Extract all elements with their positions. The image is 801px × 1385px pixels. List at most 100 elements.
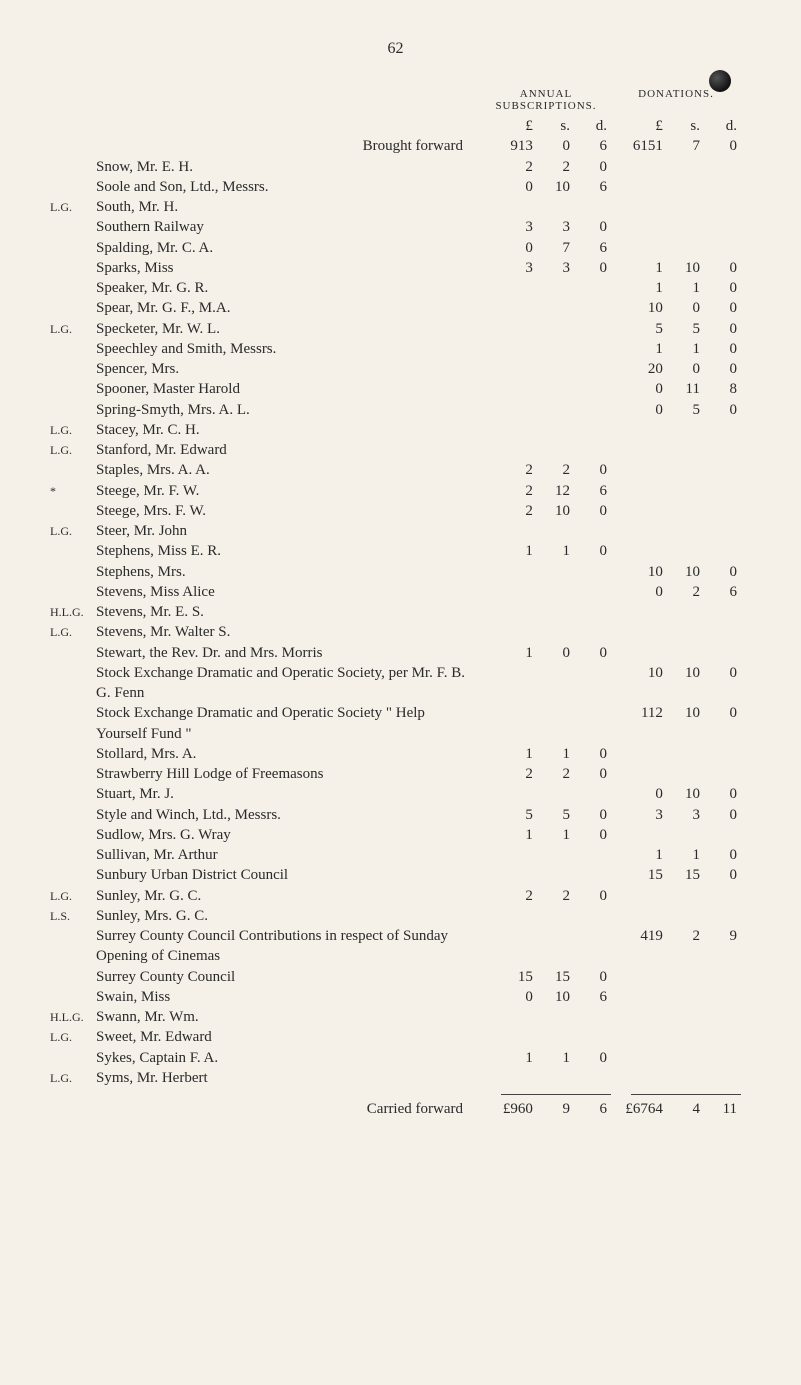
row-dons: 1100 (611, 258, 741, 278)
row-subs: 100 (481, 643, 611, 663)
ledger-row: L.G.Stanford, Mr. Edward (50, 440, 741, 460)
row-subs: 110 (481, 744, 611, 764)
ledger-row: L.G.Sunley, Mr. G. C.220 (50, 886, 741, 906)
row-name: Swann, Mr. Wm. (96, 1007, 481, 1027)
row-name: Sunbury Urban District Council (96, 865, 481, 885)
ledger-row: Southern Railway330 (50, 217, 741, 237)
row-name: Swain, Miss (96, 987, 481, 1007)
ledger-row: Style and Winch, Ltd., Messrs.550330 (50, 805, 741, 825)
ledger-row: Spear, Mr. G. F., M.A.1000 (50, 298, 741, 318)
row-subs: 110 (481, 541, 611, 561)
row-tag: H.L.G. (50, 1009, 96, 1025)
row-name: Sparks, Miss (96, 258, 481, 278)
row-name: Stewart, the Rev. Dr. and Mrs. Morris (96, 643, 481, 663)
row-name: Sunley, Mr. G. C. (96, 886, 481, 906)
subs-header: ANNUAL SUBSCRIPTIONS. (481, 88, 611, 112)
ledger-row: Stephens, Mrs.10100 (50, 562, 741, 582)
ledger-row: L.G.South, Mr. H. (50, 197, 741, 217)
row-name: Style and Winch, Ltd., Messrs. (96, 805, 481, 825)
ledger-row: Strawberry Hill Lodge of Freemasons220 (50, 764, 741, 784)
row-name: Sudlow, Mrs. G. Wray (96, 825, 481, 845)
row-name: Sullivan, Mr. Arthur (96, 845, 481, 865)
row-dons: 2000 (611, 359, 741, 379)
row-name: Sykes, Captain F. A. (96, 1048, 481, 1068)
row-tag: L.G. (50, 422, 96, 438)
ledger-row: Soole and Son, Ltd., Messrs.0106 (50, 177, 741, 197)
row-name: Stollard, Mrs. A. (96, 744, 481, 764)
row-subs: 220 (481, 157, 611, 177)
row-dons: 0118 (611, 379, 741, 399)
column-headers: ANNUAL SUBSCRIPTIONS. DONATIONS. (50, 88, 741, 112)
ledger-row: Spalding, Mr. C. A.076 (50, 238, 741, 258)
ledger-row: L.S.Sunley, Mrs. G. C. (50, 906, 741, 926)
ledger-row: Spencer, Mrs. 2000 (50, 359, 741, 379)
ledger-row: Spring-Smyth, Mrs. A. L. 050 (50, 400, 741, 420)
ledger-row: Stock Exchange Dramatic and Operatic Soc… (50, 663, 741, 704)
ledger-row: Surrey County Council15150 (50, 967, 741, 987)
row-dons: 10100 (611, 562, 741, 582)
row-dons: 1000 (611, 298, 741, 318)
row-name: Southern Railway (96, 217, 481, 237)
row-tag: L.G. (50, 1029, 96, 1045)
brought-forward-row: Brought forward 913 0 6 6151 7 0 (50, 136, 741, 156)
ledger-row: Sykes, Captain F. A.110 (50, 1048, 741, 1068)
ledger-row: H.L.G.Swann, Mr. Wm. (50, 1007, 741, 1027)
ledger-row: L.G.Syms, Mr. Herbert (50, 1068, 741, 1088)
row-name: Steege, Mr. F. W. (96, 481, 481, 501)
row-name: Spalding, Mr. C. A. (96, 238, 481, 258)
row-dons: 0100 (611, 784, 741, 804)
row-dons: 112100 (611, 703, 741, 723)
ledger-row: Speechley and Smith, Messrs.110 (50, 339, 741, 359)
row-name: Spring-Smyth, Mrs. A. L. (96, 400, 481, 420)
row-name: Stuart, Mr. J. (96, 784, 481, 804)
row-name: Surrey County Council Contributions in r… (96, 926, 481, 967)
row-dons: 41929 (611, 926, 741, 946)
decorative-dot-icon (709, 70, 731, 92)
row-subs: 15150 (481, 967, 611, 987)
row-name: Stacey, Mr. C. H. (96, 420, 481, 440)
ledger-row: Sparks, Miss3301100 (50, 258, 741, 278)
carried-forward-row: Carried forward £960 9 6 £6764 4 11 (50, 1099, 741, 1119)
row-name: Spencer, Mrs. (96, 359, 481, 379)
row-dons: 110 (611, 845, 741, 865)
row-subs: 2126 (481, 481, 611, 501)
row-tag: H.L.G. (50, 604, 96, 620)
row-name: Syms, Mr. Herbert (96, 1068, 481, 1088)
row-tag: L.G. (50, 888, 96, 904)
row-subs: 2100 (481, 501, 611, 521)
row-dons: 026 (611, 582, 741, 602)
row-dons: 050 (611, 400, 741, 420)
row-name: Stephens, Miss E. R. (96, 541, 481, 561)
row-subs: 076 (481, 238, 611, 258)
ledger-row: Stevens, Miss Alice026 (50, 582, 741, 602)
ledger-row: L.G.Steer, Mr. John (50, 521, 741, 541)
row-name: Sunley, Mrs. G. C. (96, 906, 481, 926)
row-tag: L.S. (50, 908, 96, 924)
row-name: Stock Exchange Dramatic and Operatic Soc… (96, 663, 481, 704)
ledger-row: Staples, Mrs. A. A.220 (50, 460, 741, 480)
lsd-header-row: £ s. d. £ s. d. (50, 116, 741, 136)
row-name: Stevens, Mr. E. S. (96, 602, 481, 622)
ledger-row: L.G.Stevens, Mr. Walter S. (50, 622, 741, 642)
brought-forward-label: Brought forward (96, 136, 481, 156)
ledger-row: Stock Exchange Dramatic and Operatic Soc… (50, 703, 741, 744)
row-subs: 0106 (481, 177, 611, 197)
row-tag: L.G. (50, 523, 96, 539)
row-name: Spooner, Master Harold (96, 379, 481, 399)
ledger-row: *Steege, Mr. F. W.2126 (50, 481, 741, 501)
ledger-row: Stollard, Mrs. A.110 (50, 744, 741, 764)
ledger-row: L.G.Stacey, Mr. C. H. (50, 420, 741, 440)
row-name: Stock Exchange Dramatic and Operatic Soc… (96, 703, 481, 744)
row-subs: 330 (481, 258, 611, 278)
ledger-row: Stephens, Miss E. R.110 (50, 541, 741, 561)
row-tag: L.G. (50, 624, 96, 640)
row-name: Stanford, Mr. Edward (96, 440, 481, 460)
ledger-row: H.L.G.Stevens, Mr. E. S. (50, 602, 741, 622)
ledger-row: Steege, Mrs. F. W.2100 (50, 501, 741, 521)
row-subs: 330 (481, 217, 611, 237)
row-name: Stevens, Mr. Walter S. (96, 622, 481, 642)
row-tag: * (50, 483, 96, 499)
row-name: Speaker, Mr. G. R. (96, 278, 481, 298)
ledger-row: Surrey County Council Contributions in r… (50, 926, 741, 967)
row-subs: 220 (481, 460, 611, 480)
